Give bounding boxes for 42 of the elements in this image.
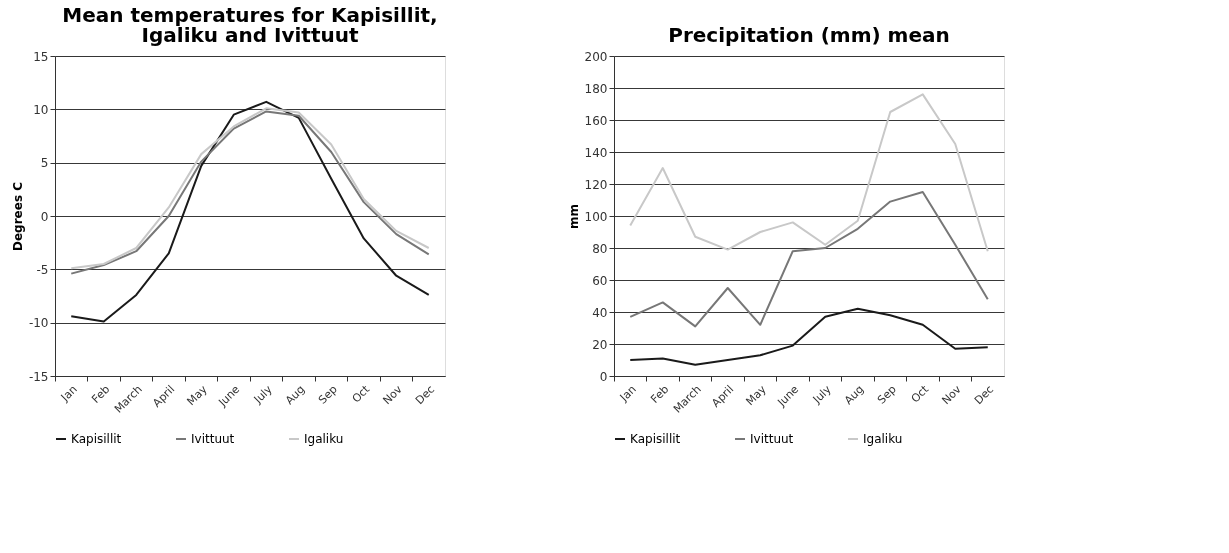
legend-label: Igaliku <box>304 432 344 446</box>
legend-label: Ivittuut <box>191 432 235 446</box>
y-tick-label: -15 <box>28 369 49 384</box>
x-tick-label: Nov <box>939 382 965 408</box>
y-tick-label: 200 <box>584 49 608 64</box>
y-tick-label: 5 <box>40 156 49 171</box>
y-tick-label: 140 <box>584 145 608 160</box>
x-tick-label: Nov <box>380 382 406 408</box>
x-tick-label: Dec <box>412 382 438 408</box>
y-tick-label: 20 <box>592 337 608 352</box>
legend-label: Ivittuut <box>750 432 794 446</box>
x-tick-label: Oct <box>349 382 373 406</box>
x-tick-label: Sep <box>874 382 899 407</box>
legend-label: Kapisillit <box>71 432 122 446</box>
legend-label: Igaliku <box>863 432 903 446</box>
y-tick-label: 120 <box>584 177 608 192</box>
y-tick-label: 180 <box>584 81 608 96</box>
y-axis-title: mm <box>566 203 581 230</box>
legend-label: Kapisillit <box>630 432 681 446</box>
x-tick-label: Oct <box>908 382 932 406</box>
y-tick-label: 0 <box>599 369 608 384</box>
y-tick-label: 60 <box>592 273 608 288</box>
line-series <box>629 93 989 253</box>
y-tick-label: 100 <box>584 209 608 224</box>
y-tick-label: 0 <box>40 209 49 224</box>
y-tick-label: 160 <box>584 113 608 128</box>
chart-title: Precipitation (mm) mean <box>668 23 950 47</box>
x-tick-label: Feb <box>89 382 113 406</box>
chart-title: Mean temperatures for Kapisillit, Igaliku and Ivittuut <box>62 3 438 47</box>
y-axis-title: Degrees C <box>10 181 25 252</box>
x-tick-label: Sep <box>315 382 340 407</box>
y-tick-label: -10 <box>28 316 49 331</box>
y-tick-label: -5 <box>36 262 49 277</box>
y-tick-label: 15 <box>33 49 49 64</box>
y-tick-label: 10 <box>33 102 49 117</box>
line-series <box>629 191 989 328</box>
y-tick-label: 80 <box>592 241 608 256</box>
x-tick-label: Jan <box>57 382 80 405</box>
x-tick-label: Jan <box>616 382 639 405</box>
y-tick-label: 40 <box>592 305 608 320</box>
x-tick-label: Dec <box>971 382 997 408</box>
x-tick-label: Feb <box>648 382 672 406</box>
